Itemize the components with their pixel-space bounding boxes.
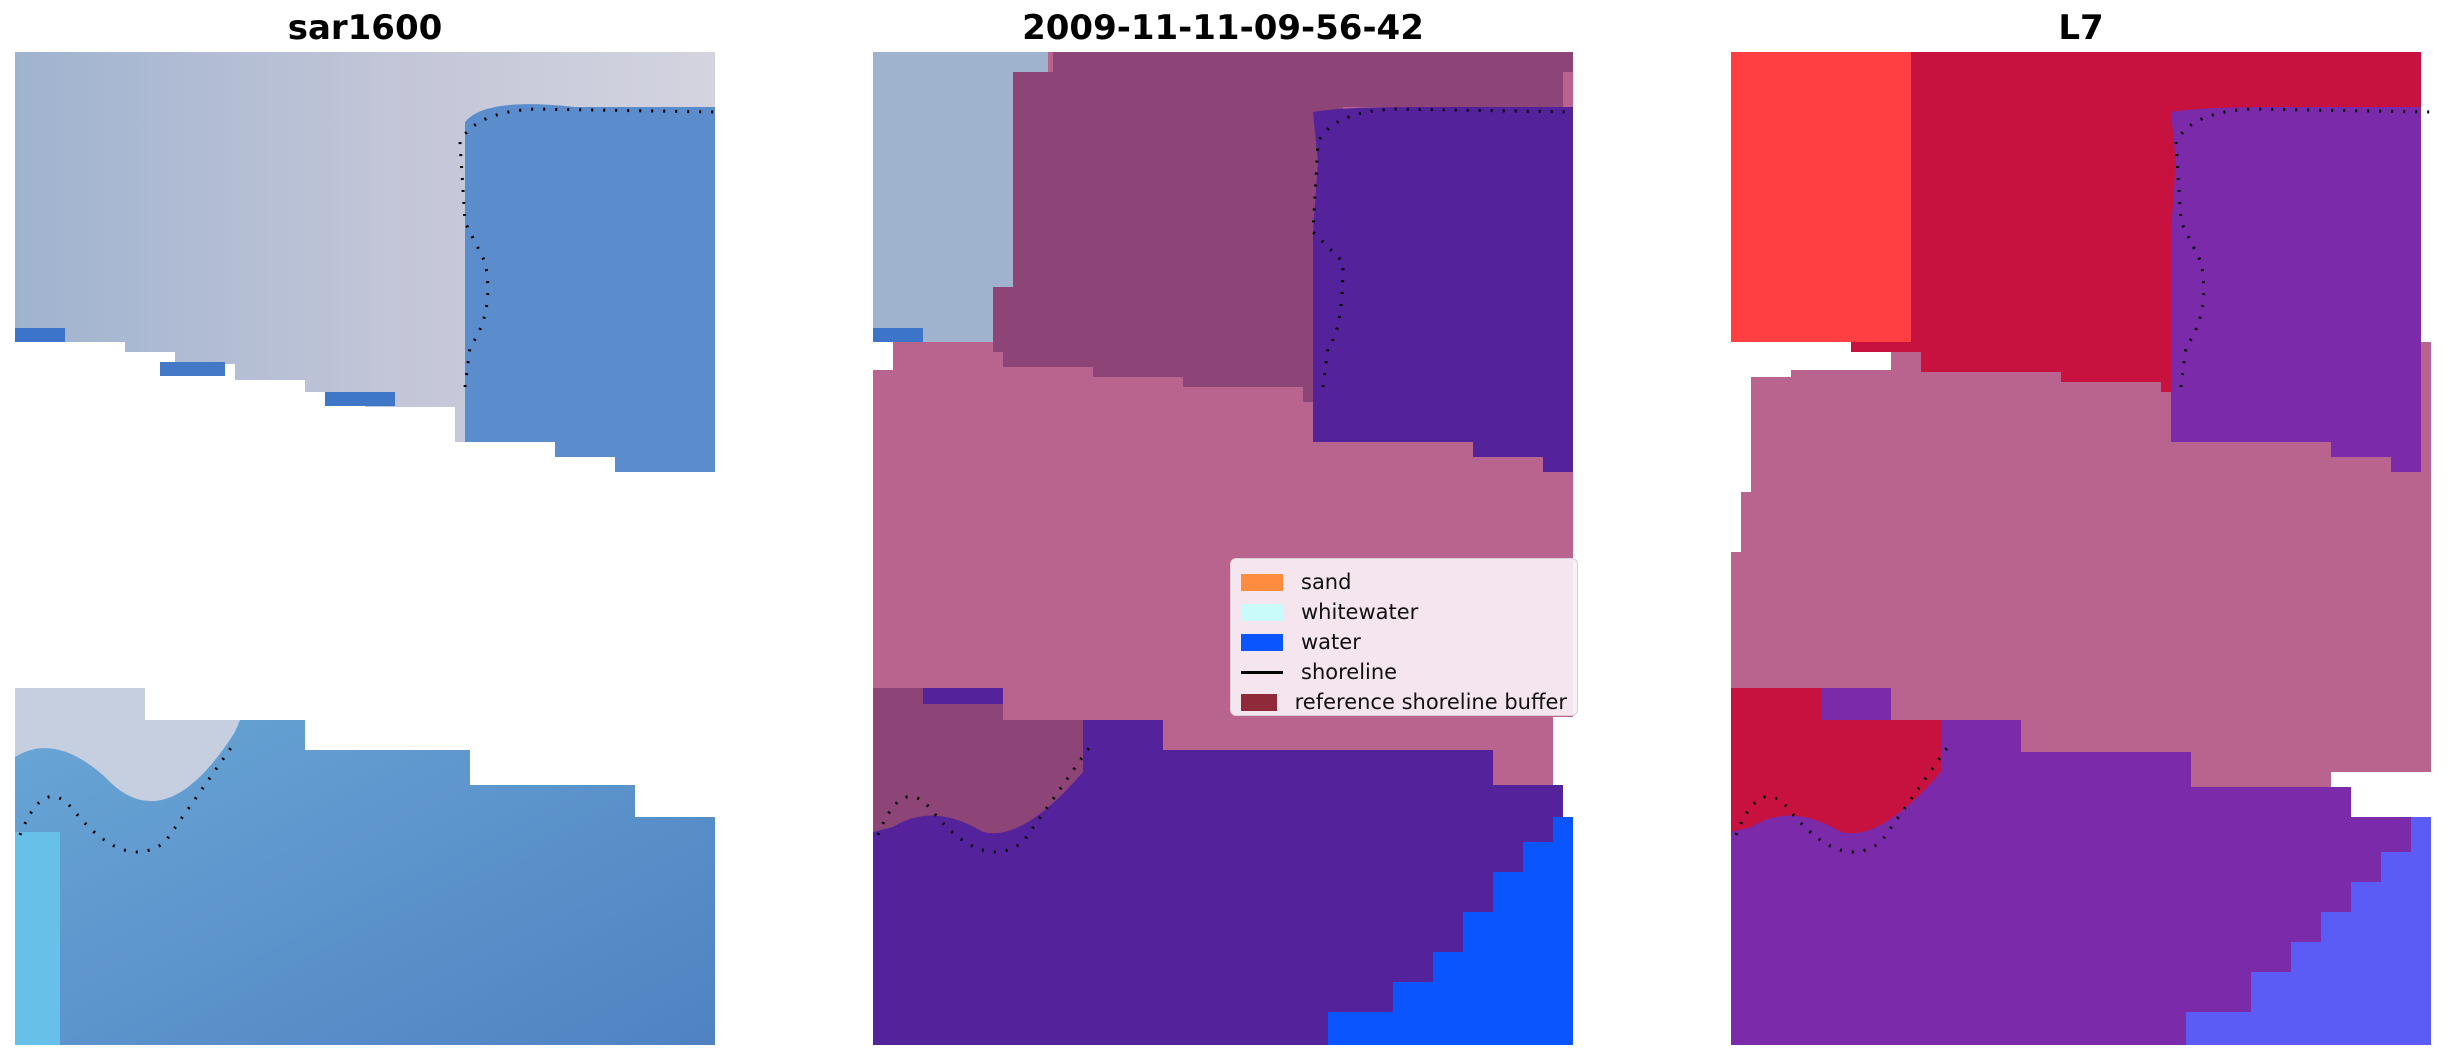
panel-title-rgb: sar1600 xyxy=(287,8,443,48)
legend-label: whitewater xyxy=(1301,600,1419,624)
index-water xyxy=(2171,107,2421,472)
water-overlay-upper xyxy=(1313,107,1573,472)
legend: sand whitewater water shoreline referenc… xyxy=(1230,558,1578,716)
legend-swatch-water xyxy=(1241,633,1283,651)
index-land xyxy=(1851,52,2421,392)
legend-label: sand xyxy=(1301,570,1352,594)
legend-item-water: water xyxy=(1241,627,1567,657)
index-image xyxy=(1731,52,2431,1045)
legend-swatch-whitewater xyxy=(1241,603,1283,621)
index-panel: L7 xyxy=(1731,0,2431,1059)
classification-image xyxy=(873,52,1573,1045)
index-blue-water xyxy=(2186,817,2431,1045)
legend-item-reference-buffer: reference shoreline buffer xyxy=(1241,687,1567,717)
upper-water-area xyxy=(465,104,715,472)
classification-panel: 2009-11-11-09-56-42 xyxy=(873,0,1573,1059)
legend-swatch-sand xyxy=(1241,573,1283,591)
legend-label: reference shoreline buffer xyxy=(1294,690,1567,714)
panel-title-index: L7 xyxy=(2058,8,2104,48)
legend-swatch-reference-buffer xyxy=(1241,693,1277,711)
legend-label: water xyxy=(1301,630,1361,654)
panel-title-classification: 2009-11-11-09-56-42 xyxy=(1022,8,1424,48)
legend-item-sand: sand xyxy=(1241,567,1567,597)
rgb-image-panel: sar1600 xyxy=(15,0,715,1059)
legend-item-shoreline: shoreline xyxy=(1241,657,1567,687)
rgb-image xyxy=(15,52,715,1045)
water-class xyxy=(1328,817,1573,1045)
legend-line-shoreline xyxy=(1241,670,1283,674)
legend-item-whitewater: whitewater xyxy=(1241,597,1567,627)
legend-label: shoreline xyxy=(1301,660,1398,684)
sand-overlay-upper xyxy=(993,52,1573,402)
